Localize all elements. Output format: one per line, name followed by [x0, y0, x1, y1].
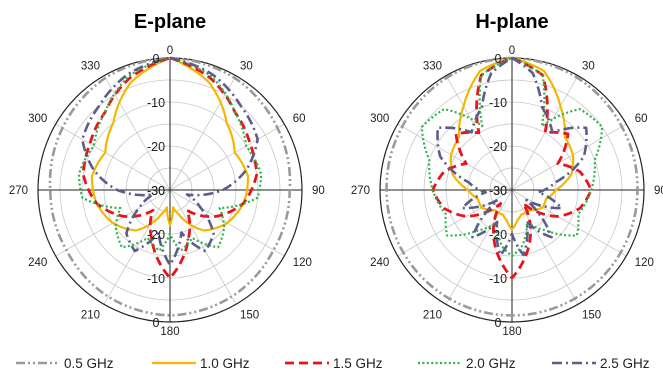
- radial-tick-label: -20: [147, 228, 165, 242]
- radial-tick-label: -30: [489, 184, 507, 198]
- radial-tick-label: -30: [147, 184, 165, 198]
- chart-title-e-plane: E-plane: [134, 11, 206, 33]
- angle-tick-label: 90: [654, 185, 663, 197]
- angle-tick-label: 270: [351, 185, 370, 197]
- grid-spoke: [56, 124, 170, 190]
- angle-tick-label: 150: [582, 310, 601, 322]
- angle-tick-label: 30: [582, 60, 595, 72]
- angle-tick-label: 180: [160, 326, 179, 338]
- angle-tick-label: 90: [312, 185, 325, 197]
- polar-plot-e-plane: 030609012015018021024027030033000-10-10-…: [9, 45, 325, 338]
- radial-tick-label: -20: [147, 140, 165, 154]
- radial-tick-label: 0: [495, 52, 502, 66]
- angle-tick-label: 120: [635, 257, 654, 269]
- angle-tick-label: 0: [167, 45, 173, 57]
- angle-tick-label: 180: [502, 326, 521, 338]
- grid-spoke: [398, 124, 512, 190]
- angle-tick-label: 330: [81, 60, 100, 72]
- angle-tick-label: 210: [423, 310, 442, 322]
- legend-label: 2.5 GHz: [600, 356, 650, 371]
- angle-tick-label: 60: [293, 113, 306, 125]
- angle-tick-label: 210: [81, 310, 100, 322]
- angle-tick-label: 300: [28, 113, 47, 125]
- grid-spoke: [104, 190, 170, 304]
- radial-tick-label: -10: [489, 96, 507, 110]
- radial-tick-label: 0: [153, 316, 160, 330]
- angle-tick-label: 330: [423, 60, 442, 72]
- grid-spoke: [104, 76, 170, 190]
- radial-tick-label: -10: [147, 96, 165, 110]
- angle-tick-label: 150: [240, 310, 259, 322]
- radial-tick-label: -20: [489, 140, 507, 154]
- radial-tick-label: -20: [489, 228, 507, 242]
- chart-title-h-plane: H-plane: [475, 11, 548, 33]
- angle-tick-label: 300: [370, 113, 389, 125]
- legend-label: 0.5 GHz: [64, 356, 114, 371]
- legend-label: 1.0 GHz: [200, 356, 250, 371]
- angle-tick-label: 120: [293, 257, 312, 269]
- angle-tick-label: 60: [635, 113, 648, 125]
- legend: 0.5 GHz 1.0 GHz 1.5 GHz 2.0 GHz 2.5 GHz: [16, 356, 650, 371]
- angle-tick-label: 270: [9, 185, 28, 197]
- angle-tick-label: 240: [28, 257, 47, 269]
- angle-tick-label: 240: [370, 257, 389, 269]
- radial-tick-label: -10: [489, 272, 507, 286]
- angle-tick-label: 30: [240, 60, 253, 72]
- angle-tick-label: 0: [509, 45, 515, 57]
- radial-tick-label: -10: [147, 272, 165, 286]
- grid-spoke: [170, 190, 236, 304]
- legend-label: 1.5 GHz: [333, 356, 383, 371]
- legend-label: 2.0 GHz: [466, 356, 516, 371]
- grid-spoke: [170, 124, 284, 190]
- radial-tick-label: 0: [153, 52, 160, 66]
- polar-plot-h-plane: 030609012015018021024027030033000-10-10-…: [351, 45, 663, 338]
- radial-tick-label: 0: [495, 316, 502, 330]
